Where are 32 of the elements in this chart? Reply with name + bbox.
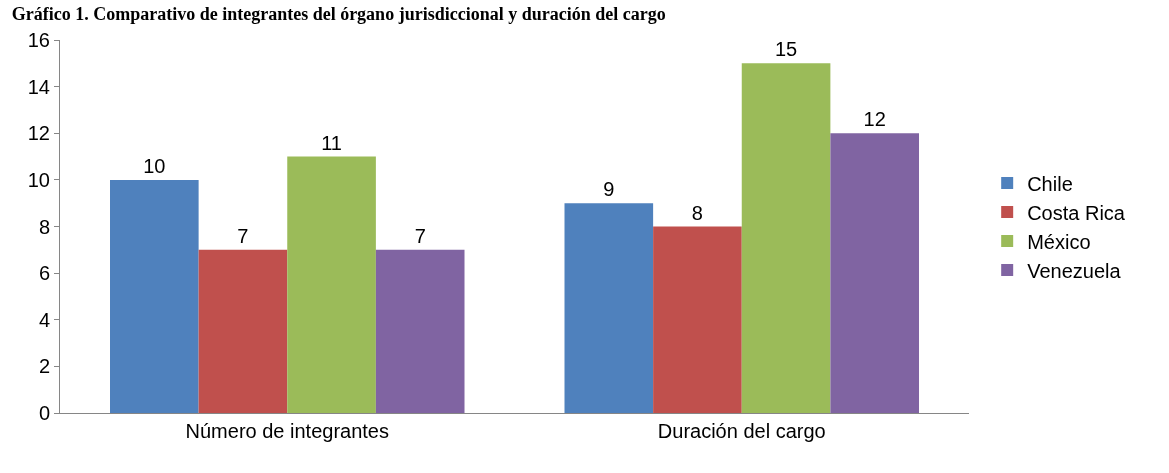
legend-label: Venezuela bbox=[1027, 259, 1122, 282]
legend-label: México bbox=[1027, 230, 1091, 253]
bar bbox=[830, 133, 920, 413]
y-tick-label: 10 bbox=[27, 168, 50, 191]
y-tick-label: 12 bbox=[27, 122, 50, 145]
bar bbox=[741, 63, 831, 413]
data-label: 10 bbox=[143, 154, 166, 177]
data-label: 7 bbox=[237, 224, 249, 247]
bar bbox=[198, 249, 288, 413]
bar bbox=[564, 203, 654, 413]
bar bbox=[653, 226, 742, 413]
y-tick-label: 6 bbox=[38, 262, 50, 285]
legend-label: Costa Rica bbox=[1027, 201, 1126, 224]
y-tick-label: 2 bbox=[38, 355, 50, 378]
data-label: 11 bbox=[321, 131, 342, 154]
data-label: 8 bbox=[691, 201, 703, 224]
data-label: 12 bbox=[863, 108, 886, 131]
x-tick-label: Duración del cargo bbox=[657, 420, 826, 442]
data-label: 15 bbox=[774, 38, 798, 61]
y-tick-label: 16 bbox=[27, 29, 50, 51]
data-label: 9 bbox=[603, 178, 615, 201]
y-tick-label: 0 bbox=[38, 402, 50, 424]
bar bbox=[287, 156, 376, 413]
bar bbox=[110, 179, 199, 413]
bar bbox=[375, 249, 465, 413]
y-tick-label: 4 bbox=[38, 308, 50, 331]
legend-label: Chile bbox=[1027, 172, 1073, 195]
y-tick-label: 14 bbox=[27, 75, 50, 98]
data-label: 7 bbox=[414, 224, 426, 247]
y-tick-label: 8 bbox=[38, 215, 50, 238]
chart-title: Gráfico 1. Comparativo de integrantes del órgano jurisdiccional y duración del cargo bbox=[11, 3, 666, 24]
x-tick-label: Número de integrantes bbox=[185, 420, 389, 442]
